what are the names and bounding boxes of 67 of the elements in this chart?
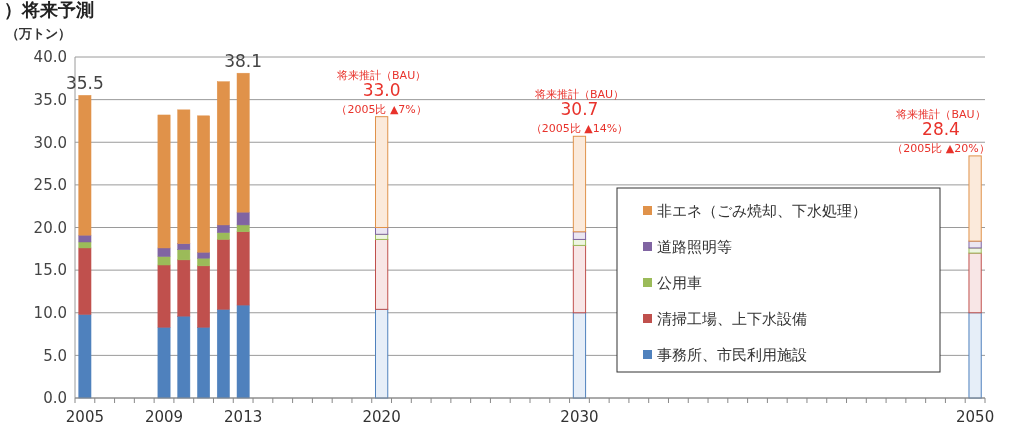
- bar: [197, 265, 210, 328]
- chart-title: ）将来予測: [4, 0, 94, 20]
- bar: [157, 326, 171, 399]
- bar: [78, 241, 92, 249]
- bar: [197, 326, 210, 399]
- x-tick-label: 2030: [560, 408, 599, 426]
- y-tick-label: 15.0: [33, 261, 67, 280]
- bar: [78, 234, 92, 243]
- x-tick-label: 2050: [956, 408, 995, 426]
- bar: [177, 315, 191, 399]
- y-tick-label: 30.0: [33, 133, 67, 152]
- bar: [236, 231, 250, 306]
- x-tick-label: 2013: [224, 408, 263, 426]
- bar: [157, 114, 171, 249]
- bar: [572, 231, 587, 240]
- y-tick-label: 5.0: [43, 346, 67, 365]
- legend-label: 清掃工場、上下水設備: [657, 310, 807, 329]
- annotation: 将来推計（BAU） 30.7 （2005比 ▲14%）: [530, 88, 629, 136]
- bar: [177, 243, 191, 250]
- bar: [236, 211, 250, 226]
- bar: [216, 309, 230, 399]
- bar: [157, 256, 171, 266]
- bar: [968, 155, 982, 242]
- y-tick-label: 10.0: [33, 304, 67, 322]
- legend-label: 非エネ（ごみ焼却、下水処理）: [657, 202, 867, 221]
- bar: [177, 109, 191, 244]
- bar: [197, 251, 210, 259]
- bar: [236, 224, 250, 233]
- bar: [78, 247, 92, 315]
- legend-label: 事務所、市民利用施設: [657, 346, 807, 365]
- legend-label: 公用車: [657, 274, 702, 293]
- bar: [177, 249, 191, 261]
- y-tick-label: 40.0: [33, 48, 67, 67]
- bar: [78, 314, 92, 399]
- bar: [572, 244, 587, 314]
- bar: [236, 72, 250, 213]
- bar: [157, 264, 171, 328]
- bar: [375, 116, 389, 228]
- bar: [216, 232, 230, 240]
- total-label: 35.5: [65, 73, 104, 94]
- bar: [968, 312, 982, 399]
- bar: [572, 312, 587, 399]
- bar: [197, 115, 210, 253]
- bar: [216, 239, 230, 310]
- y-axis-title: （万トン）: [6, 26, 71, 41]
- x-tick-label: 2009: [144, 408, 184, 426]
- bar: [375, 308, 389, 399]
- bar: [236, 304, 250, 399]
- annotation: 将来推計（BAU） 33.0 （2005比 ▲7%）: [336, 68, 427, 116]
- bar: [375, 238, 389, 310]
- y-tick-label: 0.0: [43, 389, 67, 408]
- bar: [968, 240, 982, 249]
- y-tick-label: 25.0: [33, 176, 67, 195]
- y-tick-label: 35.0: [33, 90, 67, 109]
- bar: [216, 81, 230, 226]
- bar: [157, 247, 171, 257]
- bar: [197, 257, 210, 267]
- bar: [177, 259, 191, 317]
- bar: [572, 135, 587, 233]
- x-tick-label: 2005: [65, 408, 104, 426]
- annotation: 将来推計（BAU） 28.4 （2005比 ▲20%）: [892, 107, 990, 155]
- x-tick-label: 2020: [362, 408, 401, 426]
- bar: [968, 252, 982, 314]
- total-label: 38.1: [224, 51, 263, 72]
- legend-label: 道路照明等: [657, 238, 732, 257]
- bar: [78, 95, 92, 236]
- y-tick-label: 20.0: [33, 218, 67, 237]
